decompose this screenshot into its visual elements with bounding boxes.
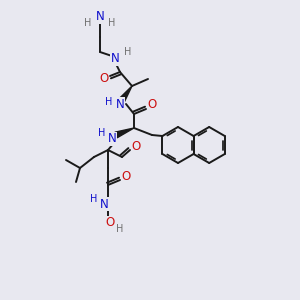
Text: N: N <box>100 197 108 211</box>
Text: H: H <box>116 224 124 234</box>
Text: N: N <box>111 52 119 65</box>
Polygon shape <box>115 128 134 138</box>
Text: H: H <box>105 97 113 107</box>
Text: H: H <box>98 128 106 138</box>
Text: O: O <box>99 71 109 85</box>
Text: O: O <box>131 140 141 152</box>
Text: H: H <box>124 47 132 57</box>
Text: O: O <box>105 217 115 230</box>
Text: H: H <box>90 194 98 204</box>
Text: N: N <box>116 98 124 110</box>
Text: O: O <box>147 98 157 112</box>
Text: O: O <box>122 170 130 184</box>
Polygon shape <box>120 86 132 102</box>
Text: H: H <box>84 18 92 28</box>
Text: N: N <box>96 11 104 23</box>
Text: H: H <box>108 18 116 28</box>
Text: N: N <box>108 133 116 146</box>
